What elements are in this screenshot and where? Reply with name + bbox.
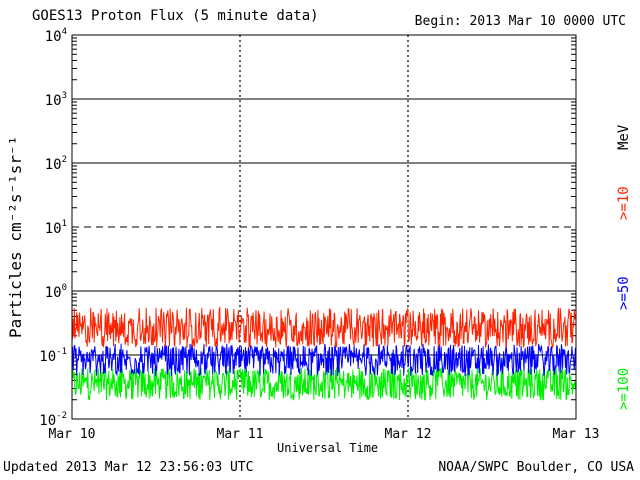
series-line-0 [71,367,577,401]
x-tick-label: Mar 11 [217,427,264,442]
y-tick-label: 103 [45,91,67,109]
y-tick-label: 102 [45,155,67,173]
units-label: MeV [616,124,632,150]
y-axis-label: Particles cm⁻²s⁻¹sr⁻¹ [6,135,25,338]
y-tick-label: 104 [45,27,67,45]
plot-frame [71,34,577,420]
x-tick-label: Mar 12 [385,427,432,442]
updated-timestamp: Updated 2013 Mar 12 23:56:03 UTC [3,460,254,475]
x-axis-label: Universal Time [277,441,379,455]
legend-label: >=50 [616,276,632,310]
x-tick-label: Mar 13 [553,427,600,442]
y-tick-label: 100 [45,283,67,301]
credit-line: NOAA/SWPC Boulder, CO USA [438,460,634,475]
x-tick-label: Mar 10 [49,427,96,442]
legend-label: >=100 [616,368,632,410]
series-line-1 [71,343,577,377]
begin-time: Begin: 2013 Mar 10 0000 UTC [414,14,626,29]
legend-label: >=10 [616,186,632,220]
chart-title: GOES13 Proton Flux (5 minute data) [32,8,319,24]
y-tick-label: 101 [45,219,67,237]
series-line-2 [71,306,577,350]
y-tick-label: 10-2 [39,411,67,429]
y-tick-label: 10-1 [39,347,67,365]
